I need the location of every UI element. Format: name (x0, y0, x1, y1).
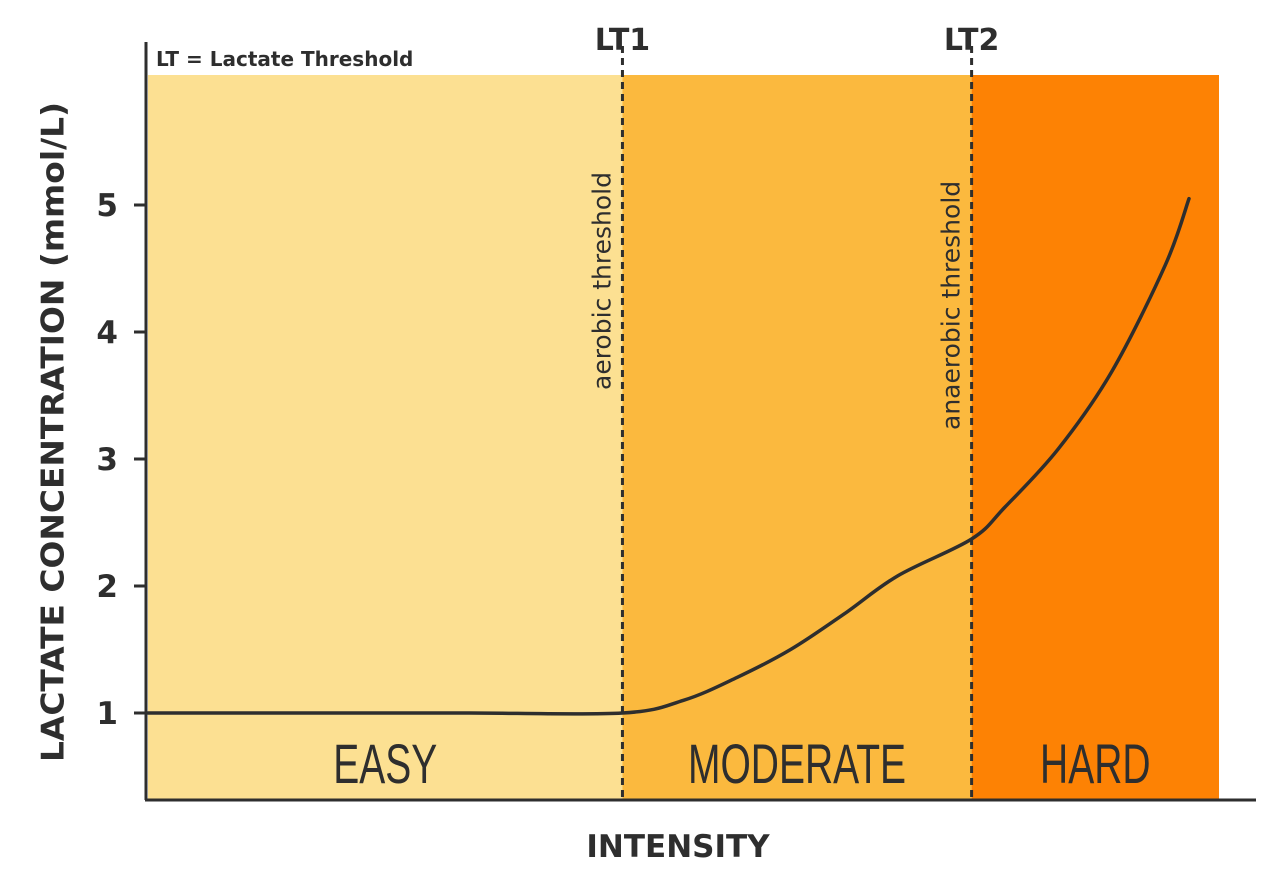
threshold-lines: LT1 aerobic threshold LT2 anaerobic thresho… (587, 23, 999, 800)
threshold-label-lt2: LT2 (944, 23, 1000, 58)
threshold-label-lt1: LT1 (595, 23, 651, 58)
zone-hard (971, 75, 1219, 800)
zone-label-moderate: MODERATE (688, 733, 906, 796)
threshold-sublabel-lt2: anaerobic threshold (937, 181, 966, 430)
y-axis-label: LACTATE CONCENTRATION (mmol/L) (36, 102, 72, 762)
zone-backgrounds (148, 75, 1219, 800)
zone-label-easy: EASY (333, 733, 437, 796)
y-tick-label: 4 (96, 315, 118, 351)
zone-easy (148, 75, 623, 800)
zone-labels: EASY MODERATE HARD (333, 733, 1150, 796)
zone-moderate (622, 75, 972, 800)
y-tick-label: 1 (96, 696, 118, 732)
y-tick-label: 5 (96, 188, 118, 224)
lactate-curve (146, 196, 1191, 716)
y-ticks: 1 2 3 4 5 (96, 188, 147, 732)
legend-note: LT = Lactate Threshold (156, 47, 413, 71)
y-tick-label: 3 (96, 442, 118, 478)
x-axis-label: INTENSITY (586, 829, 770, 865)
zone-label-hard: HARD (1040, 733, 1150, 796)
threshold-sublabel-lt1: aerobic threshold (587, 172, 616, 390)
y-tick-label: 2 (96, 569, 118, 605)
